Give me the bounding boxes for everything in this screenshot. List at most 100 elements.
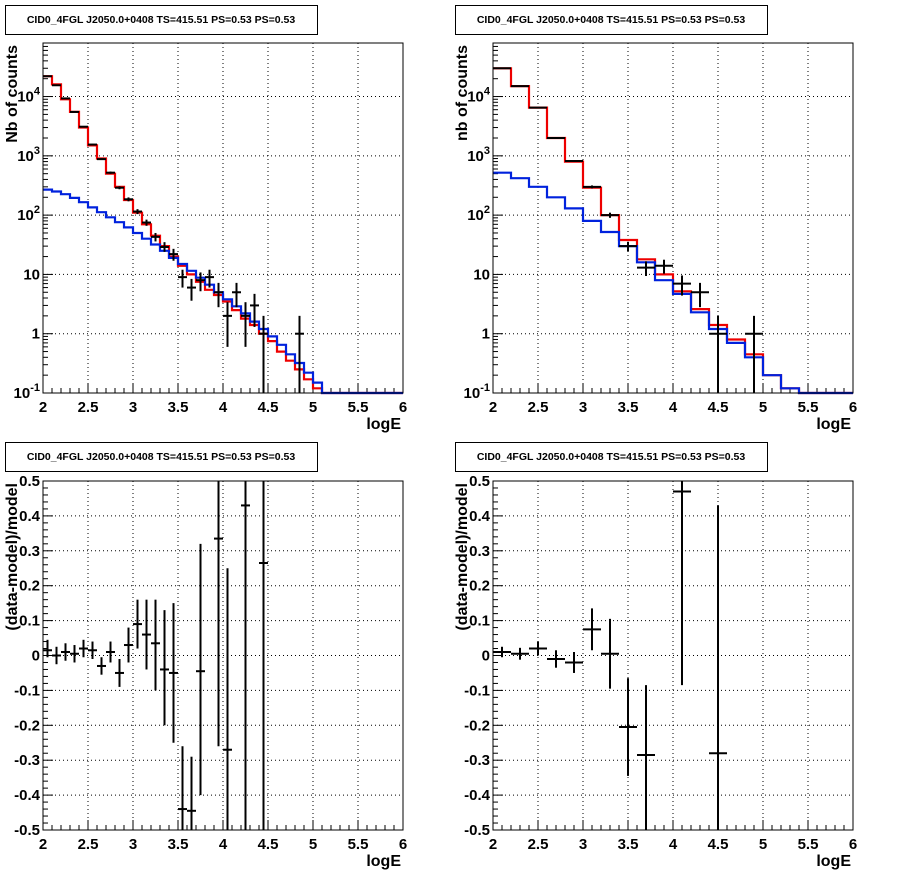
chart-panel-2: 2 2.5 3 3.5 4 4.5 5 5.5 6 10-1 1 10 102 103 104 logE nb … — [454, 5, 857, 433]
source-model-series — [493, 171, 853, 395]
grid — [493, 481, 853, 830]
x-tick-label: 5 — [759, 836, 767, 853]
y-tick-label: -0.2 — [14, 717, 40, 734]
y-tick-label: 103 — [17, 145, 40, 165]
data-points — [493, 67, 763, 393]
chart-title: CID0_4FGL J2050.0+0408 TS=415.51 PS=0.53… — [477, 451, 745, 463]
chart-title-box — [455, 5, 768, 35]
chart-panel-4: 2 2.5 3 3.5 4 4.5 5 5.5 6 -0.5 -0.4 -0.3 -0.2 -0.1 0 0.… — [454, 442, 857, 870]
y-tick-label: 1 — [482, 326, 490, 343]
x-tick-label: 2.5 — [78, 836, 99, 853]
y-tick-label: 10 — [473, 266, 490, 283]
chart-panel-1: 2 2.5 3 3.5 4 4.5 5 5.5 6 10-1 1 10 102 103 104 logE Nb … — [4, 5, 407, 433]
x-axis-label: logE — [816, 416, 851, 433]
x-tick-label: 3 — [579, 399, 587, 416]
y-tick-label: -0.4 — [464, 787, 491, 804]
x-tick-label: 4 — [219, 836, 228, 853]
x-tick-label: 2 — [39, 399, 47, 416]
x-tick-label: 2.5 — [528, 836, 549, 853]
plot-frame — [42, 480, 404, 831]
x-tick-label: 3.5 — [618, 836, 639, 853]
x-tick-label: 2 — [39, 836, 47, 853]
y-tick-label: -0.3 — [14, 752, 40, 769]
axis-ticks — [492, 480, 854, 831]
y-tick-label: 102 — [17, 204, 40, 224]
x-tick-label: 3 — [129, 399, 137, 416]
x-tick-label: 2.5 — [78, 399, 99, 416]
y-tick-label: -0.3 — [464, 752, 490, 769]
y-tick-label: 0.2 — [19, 578, 40, 595]
x-tick-label: 3.5 — [168, 399, 189, 416]
x-tick-label: 5 — [309, 399, 317, 416]
chart-title: CID0_4FGL J2050.0+0408 TS=415.51 PS=0.53… — [27, 451, 295, 463]
plot-area — [43, 43, 403, 393]
plot-frame — [492, 480, 854, 831]
x-tick-label: 6 — [399, 399, 407, 416]
x-tick-label: 6 — [399, 836, 407, 853]
x-tick-label: 5 — [759, 399, 767, 416]
chart-title-box — [5, 442, 318, 472]
chart-title-box — [455, 442, 768, 472]
x-tick-label: 5.5 — [798, 836, 819, 853]
y-tick-label: 0 — [482, 648, 490, 665]
x-tick-label: 4 — [219, 399, 228, 416]
chart-title-box — [5, 5, 318, 35]
y-tick-label: 0.4 — [19, 508, 41, 525]
x-tick-label: 5 — [309, 836, 317, 853]
grid — [43, 43, 403, 393]
y-axis-label: Nb of counts — [4, 45, 21, 143]
x-tick-label: 5.5 — [348, 836, 369, 853]
y-tick-label: 10-1 — [464, 382, 490, 402]
x-axis-label: logE — [366, 853, 401, 870]
y-axis-label: (data-model)/model — [454, 483, 471, 631]
x-tick-label: 5.5 — [348, 399, 369, 416]
chart-title: CID0_4FGL J2050.0+0408 TS=415.51 PS=0.53… — [27, 14, 295, 26]
y-tick-label: -0.5 — [14, 822, 40, 839]
x-tick-label: 4.5 — [708, 836, 729, 853]
y-axis-label: (data-model)/model — [4, 483, 21, 631]
y-tick-label: 10 — [23, 266, 40, 283]
x-tick-label: 3.5 — [168, 836, 189, 853]
y-tick-label: 0.1 — [469, 613, 490, 630]
plot-area — [493, 43, 853, 393]
plot-frame — [42, 42, 404, 394]
y-tick-label: -0.1 — [14, 682, 40, 699]
y-tick-label: 0.1 — [19, 613, 40, 630]
x-tick-label: 3 — [129, 836, 137, 853]
y-tick-label: 0.3 — [19, 543, 40, 560]
x-tick-label: 3.5 — [618, 399, 639, 416]
x-tick-label: 4.5 — [258, 836, 279, 853]
x-tick-label: 4.5 — [258, 399, 279, 416]
y-tick-label: 104 — [467, 86, 491, 106]
x-tick-label: 2 — [489, 399, 497, 416]
x-tick-label: 6 — [849, 399, 857, 416]
x-tick-label: 4.5 — [708, 399, 729, 416]
y-tick-label: 0.5 — [469, 473, 490, 490]
data-points — [43, 481, 268, 830]
x-tick-label: 4 — [669, 399, 678, 416]
x-tick-label: 2.5 — [528, 399, 549, 416]
y-tick-label: 0 — [32, 648, 40, 665]
y-tick-label: -0.1 — [464, 682, 490, 699]
source-model-series — [43, 188, 403, 395]
chart-panel-3: 2 2.5 3 3.5 4 4.5 5 5.5 6 -0.5 -0.4 -0.3 -0.2 -0.1 0 0.… — [4, 442, 407, 870]
x-tick-label: 2 — [489, 836, 497, 853]
y-tick-label: 0.5 — [19, 473, 40, 490]
y-tick-label: 1 — [32, 326, 40, 343]
x-axis-label: logE — [366, 416, 401, 433]
x-tick-label: 4 — [669, 836, 678, 853]
y-tick-label: 104 — [17, 86, 41, 106]
y-tick-label: -0.4 — [14, 787, 41, 804]
x-tick-label: 5.5 — [798, 399, 819, 416]
y-tick-label: 102 — [467, 204, 490, 224]
data-points — [493, 481, 727, 830]
y-tick-label: -0.5 — [464, 822, 490, 839]
x-tick-label: 3 — [579, 836, 587, 853]
x-axis-label: logE — [816, 853, 851, 870]
y-axis-label: nb of counts — [454, 45, 471, 141]
y-tick-label: 10-1 — [14, 382, 40, 402]
x-tick-label: 6 — [849, 836, 857, 853]
plot-frame — [492, 42, 854, 394]
y-tick-label: -0.2 — [464, 717, 490, 734]
